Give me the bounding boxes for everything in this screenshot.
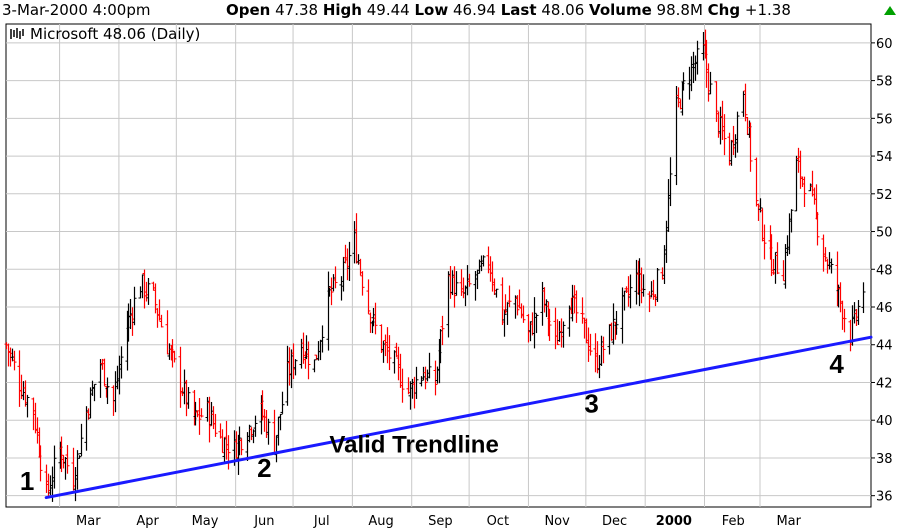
- y-tick-label: 36: [876, 490, 893, 505]
- x-tick-label: Dec: [602, 514, 627, 529]
- quote-header: 3-Mar-2000 4:00pm Open 47.38 High 49.44 …: [0, 0, 900, 20]
- up-arrow-icon: [884, 6, 896, 15]
- x-tick-label: Sep: [428, 514, 453, 529]
- point-annotation: 1: [20, 466, 34, 496]
- y-tick-label: 40: [876, 414, 893, 429]
- y-tick-label: 60: [876, 37, 893, 52]
- high-value: 49.44: [366, 1, 410, 19]
- x-tick-label: Apr: [136, 514, 159, 529]
- y-tick-label: 48: [876, 263, 893, 278]
- y-tick-label: 50: [876, 226, 893, 241]
- x-tick-label: Nov: [544, 514, 570, 529]
- x-tick-label: Feb: [722, 514, 745, 529]
- y-tick-label: 44: [876, 339, 893, 354]
- x-tick-label: Mar: [76, 514, 101, 529]
- open-label: Open: [226, 1, 271, 19]
- y-tick-label: 42: [876, 376, 893, 391]
- low-label: Low: [414, 1, 449, 19]
- high-label: High: [322, 1, 362, 19]
- low-value: 46.94: [453, 1, 496, 19]
- y-tick-label: 54: [876, 150, 893, 165]
- chg-label: Chg: [707, 1, 741, 19]
- quote-values: Open 47.38 High 49.44 Low 46.94 Last 48.…: [226, 1, 791, 19]
- y-tick-label: 56: [876, 112, 893, 127]
- x-tick-label: 2000: [656, 514, 692, 529]
- x-tick-label: Oct: [487, 514, 509, 529]
- x-tick-label: Jul: [313, 514, 330, 529]
- point-annotation: 3: [584, 389, 598, 419]
- x-tick-label: Jun: [253, 514, 274, 529]
- trendline: [44, 335, 873, 500]
- y-tick-label: 46: [876, 301, 893, 316]
- x-tick-label: Aug: [368, 514, 393, 529]
- volume-label: Volume: [589, 1, 652, 19]
- y-tick-label: 58: [876, 75, 893, 90]
- open-value: 47.38: [275, 1, 319, 19]
- last-value: 48.06: [541, 1, 585, 19]
- trendline-label: Valid Trendline: [329, 431, 498, 458]
- x-tick-label: May: [192, 514, 219, 529]
- x-tick-label: Mar: [776, 514, 801, 529]
- y-tick-label: 52: [876, 188, 893, 203]
- chg-value: +1.38: [744, 1, 791, 19]
- point-annotation: 4: [829, 349, 844, 379]
- quote-datetime: 3-Mar-2000 4:00pm: [2, 1, 151, 19]
- last-label: Last: [500, 1, 537, 19]
- point-annotation: 2: [257, 453, 271, 483]
- volume-value: 98.8M: [656, 1, 703, 19]
- legend-label: Microsoft 48.06 (Daily): [30, 25, 200, 43]
- y-tick-label: 38: [876, 452, 893, 467]
- plot-area: [5, 23, 872, 508]
